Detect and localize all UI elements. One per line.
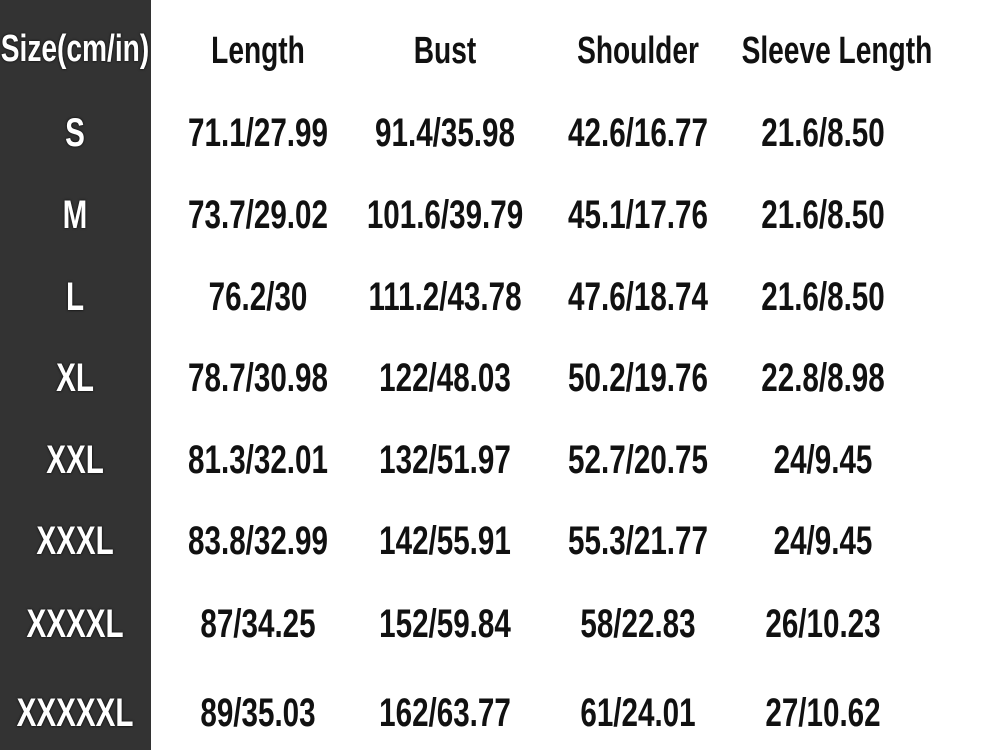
cell-sleeve-length: 26/10.23 (765, 602, 881, 646)
header-bust: Bust (413, 30, 477, 72)
cell-length: 81.3/32.01 (188, 438, 328, 482)
cell-length: 76.2/30 (208, 275, 308, 319)
size-column-background (0, 0, 151, 750)
cell-size: L (65, 275, 85, 319)
cell-bust: 122/48.03 (379, 356, 511, 400)
cell-shoulder: 55.3/21.77 (568, 519, 708, 563)
cell-shoulder: 42.6/16.77 (568, 111, 708, 155)
cell-length: 71.1/27.99 (188, 111, 328, 155)
header-size: Size(cm/in) (0, 28, 150, 70)
cell-bust: 132/51.97 (379, 438, 511, 482)
cell-bust: 91.4/35.98 (375, 111, 515, 155)
cell-size: XXXXXL (16, 691, 134, 735)
cell-length: 87/34.25 (200, 602, 316, 646)
cell-shoulder: 45.1/17.76 (568, 193, 708, 237)
cell-bust: 162/63.77 (379, 691, 511, 735)
cell-size: XXL (46, 438, 104, 482)
cell-shoulder: 47.6/18.74 (568, 275, 708, 319)
cell-size: XXXL (36, 519, 114, 563)
cell-sleeve-length: 24/9.45 (773, 519, 873, 563)
cell-bust: 101.6/39.79 (366, 193, 524, 237)
cell-length: 73.7/29.02 (188, 193, 328, 237)
cell-sleeve-length: 21.6/8.50 (761, 275, 885, 319)
cell-shoulder: 52.7/20.75 (568, 438, 708, 482)
header-length: Length (211, 30, 305, 72)
cell-shoulder: 50.2/19.76 (568, 356, 708, 400)
header-shoulder: Shoulder (577, 30, 699, 72)
cell-shoulder: 61/24.01 (580, 691, 696, 735)
cell-size: XL (56, 356, 94, 400)
cell-size: S (65, 111, 85, 155)
cell-sleeve-length: 21.6/8.50 (761, 193, 885, 237)
cell-sleeve-length: 22.8/8.98 (761, 356, 885, 400)
cell-length: 78.7/30.98 (188, 356, 328, 400)
header-sleeve-length: Sleeve Length (741, 30, 933, 72)
cell-bust: 152/59.84 (379, 602, 511, 646)
cell-bust: 111.2/43.78 (368, 275, 522, 319)
cell-sleeve-length: 24/9.45 (773, 438, 873, 482)
cell-size: M (62, 193, 88, 237)
cell-bust: 142/55.91 (379, 519, 511, 563)
cell-shoulder: 58/22.83 (580, 602, 696, 646)
cell-length: 89/35.03 (200, 691, 316, 735)
cell-length: 83.8/32.99 (188, 519, 328, 563)
cell-size: XXXXL (26, 602, 124, 646)
cell-sleeve-length: 27/10.62 (765, 691, 881, 735)
cell-sleeve-length: 21.6/8.50 (761, 111, 885, 155)
